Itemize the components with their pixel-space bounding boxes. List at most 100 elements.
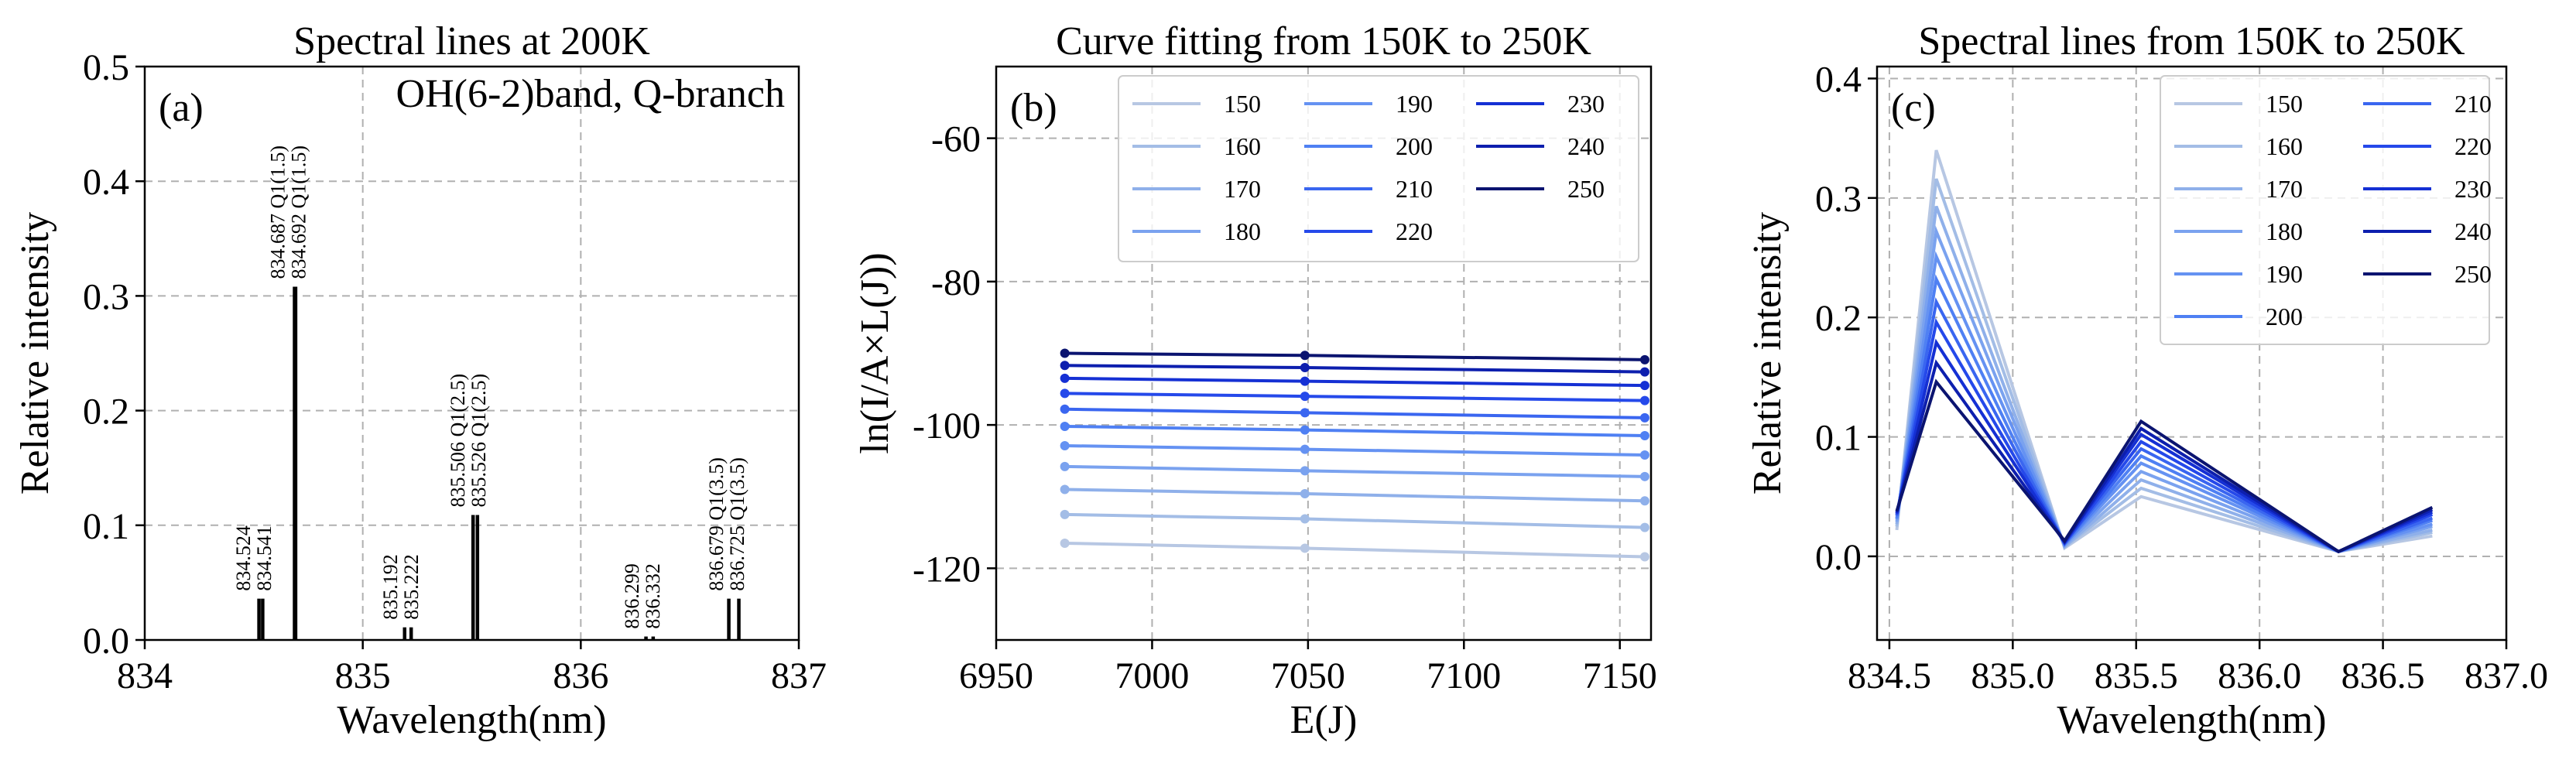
legend-entry: 210 [1396, 175, 1433, 203]
y-tick-label: 0.3 [1815, 179, 1862, 220]
x-tick-label: 836.0 [2218, 655, 2301, 696]
peak-label: 834.687 Q1(1.5) [266, 145, 289, 279]
panel-b: 6950 7000 7050 7100 7150 -120 -100 -80 -60 Curve … [853, 19, 1657, 742]
legend-entry: 190 [1396, 90, 1433, 118]
data-point-150 [1300, 543, 1310, 553]
legend-entry: 250 [1567, 175, 1605, 203]
y-tick-label: -60 [931, 119, 981, 160]
data-point-170 [1060, 484, 1070, 494]
plot-frame [1875, 65, 2508, 642]
x-axis-label: Wavelength(nm) [337, 698, 606, 742]
peak-label: 834.692 Q1(1.5) [287, 145, 310, 279]
y-tick-label: 0.0 [1815, 537, 1862, 578]
x-tick-label: 7150 [1583, 655, 1657, 696]
series-line-200 [1064, 424, 1645, 438]
band-annotation: OH(6-2)band, Q-branch [396, 72, 785, 116]
legend: 150 160 170 180 190 200 210 220 230 240 250 [1118, 75, 1639, 262]
y-tick-label: 0.5 [83, 47, 129, 88]
legend-entry: 230 [2454, 175, 2492, 203]
peak-label: 834.541 [253, 525, 276, 591]
y-tick-label: -120 [913, 549, 981, 590]
data-point-150 [1060, 538, 1070, 548]
legend-entry: 200 [2266, 303, 2303, 330]
peak-label: 836.725 Q1(3.5) [726, 457, 748, 591]
x-tick-label: 836 [553, 655, 608, 696]
legend-entry: 210 [2454, 90, 2492, 118]
x-axis-label: Wavelength(nm) [2057, 698, 2326, 742]
legend-entry: 160 [1224, 132, 1261, 160]
legend-entry: 170 [1224, 175, 1261, 203]
y-tick-label: 0.3 [83, 276, 129, 317]
data-point-160 [1639, 522, 1649, 532]
plot-frame [995, 65, 1653, 642]
peak-label: 835.506 Q1(2.5) [447, 374, 469, 508]
data-point-250 [1060, 348, 1070, 358]
data-point-180 [1300, 466, 1310, 476]
data-point-240 [1300, 363, 1310, 373]
legend-entry: 150 [1224, 90, 1261, 118]
data-point-210 [1060, 404, 1070, 414]
x-tick-label: 835.5 [2095, 655, 2178, 696]
legend-entry: 160 [2266, 132, 2303, 160]
y-axis-label: Relative intensity [1745, 212, 1790, 494]
data-point-240 [1060, 361, 1070, 371]
data-point-200 [1300, 425, 1310, 435]
legend-entry: 240 [1567, 132, 1605, 160]
data-point-150 [1639, 552, 1649, 562]
y-tick-label: -80 [931, 262, 981, 303]
data-point-210 [1639, 412, 1649, 423]
x-tick-label: 834 [117, 655, 173, 696]
y-tick-label: 0.0 [83, 621, 129, 662]
data-point-200 [1639, 431, 1649, 441]
data-point-180 [1639, 471, 1649, 481]
y-axis-label: Relative intensity [13, 212, 57, 494]
x-tick-label: 7000 [1115, 655, 1189, 696]
y-tick-label: 0.1 [83, 506, 129, 547]
data-point-160 [1300, 514, 1310, 524]
data-point-250 [1300, 351, 1310, 361]
panel-letter: (b) [1010, 86, 1057, 130]
legend-entry: 180 [2266, 217, 2303, 245]
data-point-230 [1639, 381, 1649, 391]
data-point-240 [1639, 367, 1649, 377]
x-tick-label: 7100 [1427, 655, 1501, 696]
panel-title: Curve fitting from 150K to 250K [1056, 19, 1591, 63]
x-tick-label: 837.0 [2465, 655, 2548, 696]
x-tick-label: 836.5 [2341, 655, 2425, 696]
peak-label: 835.192 [379, 554, 402, 620]
y-tick-label: 0.4 [1815, 59, 1862, 100]
panel-letter: (a) [159, 86, 204, 130]
legend-entry: 220 [1396, 217, 1433, 245]
plot-frame [143, 65, 800, 642]
y-tick-label: 0.2 [83, 392, 129, 433]
legend-entry: 220 [2454, 132, 2492, 160]
series-line-250 [1895, 378, 2434, 554]
x-tick-label: 834.5 [1848, 655, 1931, 696]
panel-letter: (c) [1891, 86, 1936, 130]
data-point-160 [1060, 509, 1070, 519]
data-point-220 [1060, 388, 1070, 399]
series-line-230 [1895, 338, 2434, 553]
legend-entry: 200 [1396, 132, 1433, 160]
data-point-220 [1300, 392, 1310, 402]
x-tick-label: 835.0 [1971, 655, 2054, 696]
legend-box [2160, 75, 2490, 345]
legend-box [1118, 75, 1639, 262]
data-point-230 [1300, 376, 1310, 386]
legend-entry: 180 [1224, 217, 1261, 245]
peak-label: 836.299 [621, 563, 643, 629]
x-tick-label: 7050 [1271, 655, 1345, 696]
panel-c: 834.5 835.0 835.5 836.0 836.5 837.0 0.0 0.1 0.2 0… [1745, 19, 2548, 742]
x-axis-label: E(J) [1290, 698, 1358, 742]
peak-label: 835.222 [400, 554, 423, 620]
data-point-190 [1300, 444, 1310, 454]
y-tick-label: 0.1 [1815, 418, 1862, 459]
legend-entry: 170 [2266, 175, 2303, 203]
data-point-210 [1300, 408, 1310, 418]
legend-entry: 250 [2454, 260, 2492, 288]
y-axis-label: ln(I/A×L(J)) [853, 252, 897, 453]
data-point-250 [1639, 354, 1649, 364]
y-tick-label: 0.4 [83, 162, 129, 203]
panel-title: Spectral lines at 200K [293, 19, 650, 63]
